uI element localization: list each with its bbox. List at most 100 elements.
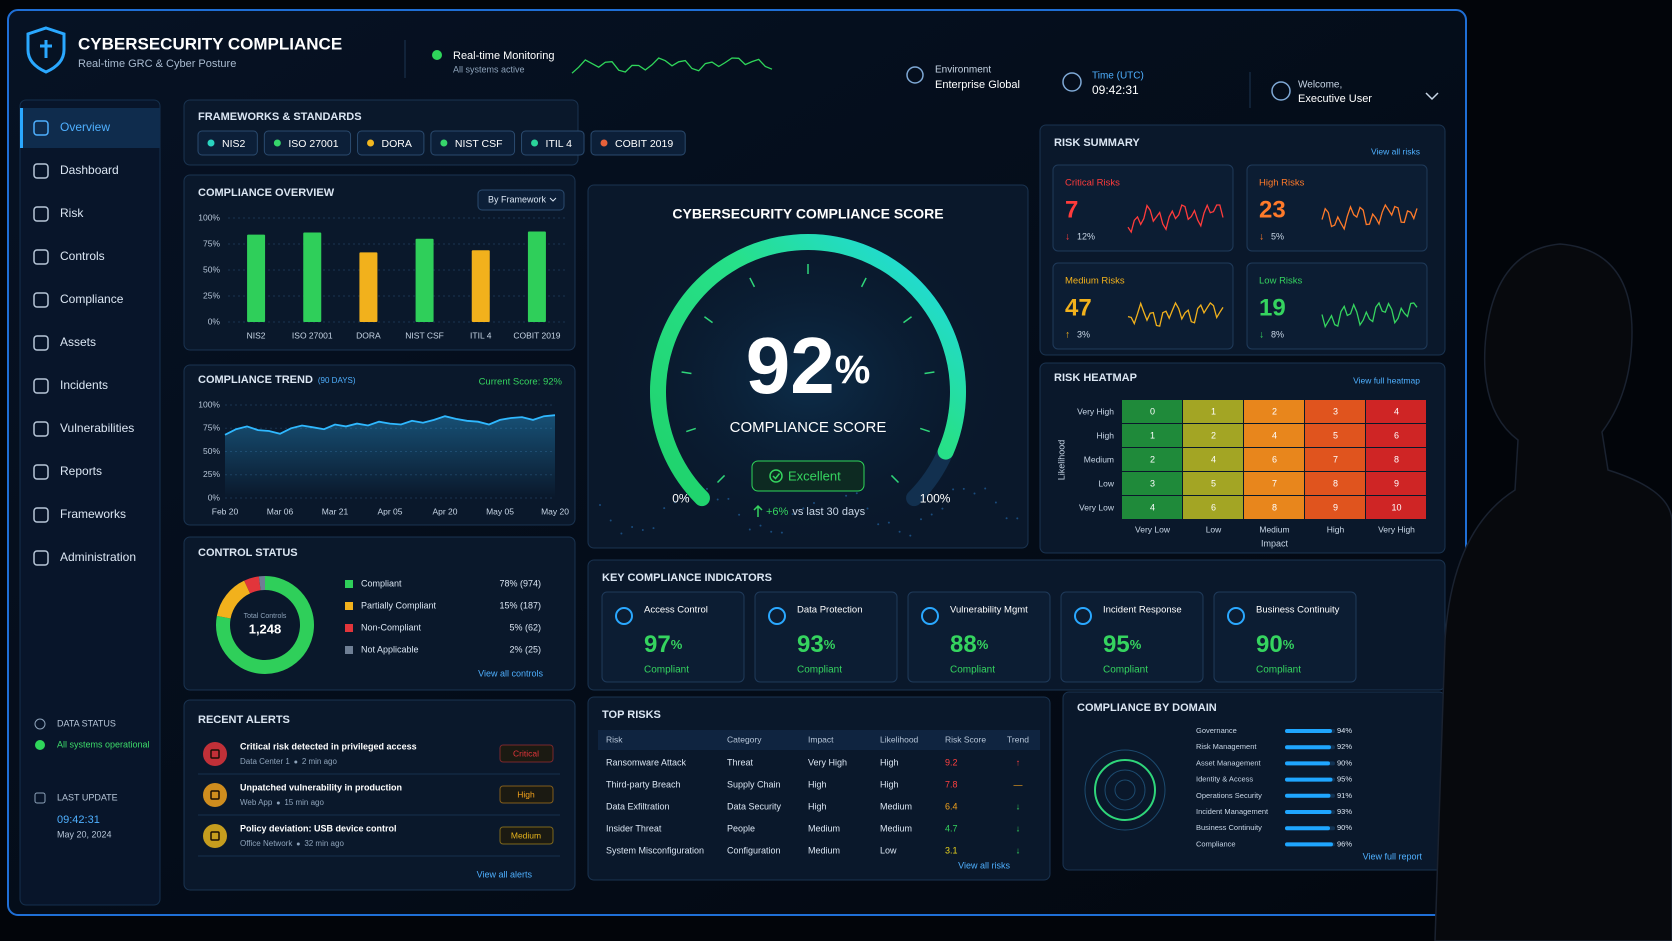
- severity-badge: [499, 744, 554, 763]
- kpi-number: 88: [950, 631, 977, 658]
- x-tick-label: Apr 20: [432, 506, 457, 516]
- data-status-dot: [35, 740, 45, 750]
- chip-label: NIS2: [222, 138, 246, 150]
- alert-title: Unpatched vulnerability in production: [240, 782, 402, 792]
- kpi-name: Business Continuity: [1256, 605, 1340, 616]
- x-tick-label: NIS2: [247, 330, 266, 340]
- link[interactable]: View all alerts: [477, 869, 533, 879]
- nav-item[interactable]: Controls: [60, 249, 105, 263]
- particle: [802, 507, 805, 510]
- nav-item[interactable]: Compliance: [60, 292, 124, 306]
- framework-chip[interactable]: ISO 27001: [263, 130, 352, 156]
- nav-item[interactable]: Vulnerabilities: [60, 421, 134, 435]
- domain-label: Business Continuity: [1196, 823, 1262, 832]
- sparkline: [1127, 203, 1224, 234]
- nav-item[interactable]: Overview: [60, 120, 110, 134]
- framework-chip[interactable]: NIS2: [197, 130, 258, 156]
- donut-center-label: Total Controls: [244, 613, 287, 620]
- particle: [952, 488, 955, 491]
- app-title: CYBERSECURITY COMPLIANCE: [78, 34, 342, 53]
- y-tick-label: 50%: [203, 264, 220, 274]
- nav-item[interactable]: Administration: [60, 550, 136, 564]
- particle: [973, 492, 976, 495]
- heatmap-cell: [1305, 424, 1365, 447]
- clock-icon: [1062, 72, 1082, 92]
- nav-item[interactable]: Assets: [60, 335, 96, 349]
- domain-value: 94%: [1337, 726, 1352, 735]
- kpi-value: 90%: [1256, 631, 1295, 658]
- risk-card-arrow: ↑: [1065, 330, 1070, 341]
- heatmap-value: 3: [1150, 478, 1155, 488]
- nav-item[interactable]: Risk: [60, 206, 84, 220]
- particle: [780, 531, 783, 534]
- nav-icon: [33, 378, 49, 394]
- chip-bg: [357, 130, 425, 156]
- framework-chip[interactable]: ITIL 4: [521, 130, 585, 156]
- risk-card-change: 5%: [1271, 231, 1284, 241]
- panel-title: RECENT ALERTS: [198, 714, 290, 726]
- kpi-icon: [921, 607, 939, 625]
- nav-icon: [33, 421, 49, 437]
- link[interactable]: View all controls: [478, 668, 543, 678]
- table-cell: 7.8: [945, 779, 958, 789]
- dropdown[interactable]: [477, 189, 565, 211]
- framework-chip[interactable]: NIST CSF: [430, 130, 516, 156]
- nav-icon: [33, 507, 49, 523]
- table-cell: Insider Threat: [606, 823, 662, 833]
- user-name[interactable]: Executive User: [1298, 93, 1372, 105]
- domain-value: 90%: [1337, 823, 1352, 832]
- kpi-unit: %: [824, 637, 836, 652]
- risk-card[interactable]: [1052, 262, 1234, 350]
- nav-item[interactable]: Frameworks: [60, 507, 126, 521]
- heatmap-value: 9: [1333, 502, 1338, 512]
- nav-icon: [33, 163, 49, 179]
- nav-item[interactable]: Dashboard: [60, 163, 119, 177]
- alert-icon: [203, 742, 227, 766]
- gauge-unit: %: [835, 348, 871, 392]
- monitoring-label: Real-time Monitoring: [453, 50, 554, 62]
- table-cell: People: [727, 823, 755, 833]
- alert-time: 32 min ago: [304, 839, 344, 848]
- x-tick-label: COBIT 2019: [513, 330, 560, 340]
- heatmap-value: 2: [1272, 406, 1277, 416]
- link[interactable]: View all risks: [1371, 146, 1420, 156]
- heatmap-cell: [1244, 400, 1304, 423]
- risk-card[interactable]: [1052, 164, 1234, 252]
- heatmap-value: 1: [1150, 430, 1155, 440]
- legend-swatch: [345, 602, 353, 610]
- particle: [791, 513, 794, 516]
- link[interactable]: View full heatmap: [1353, 375, 1420, 385]
- nav-item[interactable]: Reports: [60, 464, 102, 478]
- table-cell: Supply Chain: [727, 779, 781, 789]
- framework-chip[interactable]: DORA: [357, 130, 425, 156]
- chip-label: COBIT 2019: [615, 138, 673, 150]
- x-tick-label: DORA: [356, 330, 381, 340]
- bar: [303, 232, 322, 322]
- link[interactable]: View all risks: [958, 860, 1010, 870]
- kpi-status: Compliant: [1103, 665, 1148, 676]
- heatmap-cell: [1122, 496, 1182, 519]
- link[interactable]: View full report: [1363, 851, 1423, 861]
- risk-card[interactable]: [1246, 262, 1428, 350]
- particle: [727, 497, 730, 500]
- bar: [1285, 745, 1331, 750]
- user-menu-chevron[interactable]: [1425, 92, 1439, 101]
- legend-swatch: [345, 580, 353, 588]
- bar: [415, 238, 434, 322]
- x-tick-label: May 05: [486, 506, 514, 516]
- dropdown-label[interactable]: By Framework: [488, 194, 547, 204]
- alert-title: Policy deviation: USB device control: [240, 823, 397, 833]
- risk-card[interactable]: [1246, 164, 1428, 252]
- x-tick-label: ISO 27001: [292, 330, 333, 340]
- up-arrow: [753, 504, 763, 517]
- heatmap-value: 3: [1333, 406, 1338, 416]
- legend-label: Compliant: [361, 578, 402, 588]
- sparkline: [1321, 301, 1418, 329]
- particle: [748, 528, 751, 531]
- bar: [1285, 777, 1333, 782]
- particle: [652, 527, 655, 530]
- nav-item[interactable]: Incidents: [60, 378, 108, 392]
- chip-bg: [430, 130, 516, 156]
- welcome-label[interactable]: Welcome,: [1298, 80, 1342, 91]
- framework-chip[interactable]: COBIT 2019: [590, 130, 686, 156]
